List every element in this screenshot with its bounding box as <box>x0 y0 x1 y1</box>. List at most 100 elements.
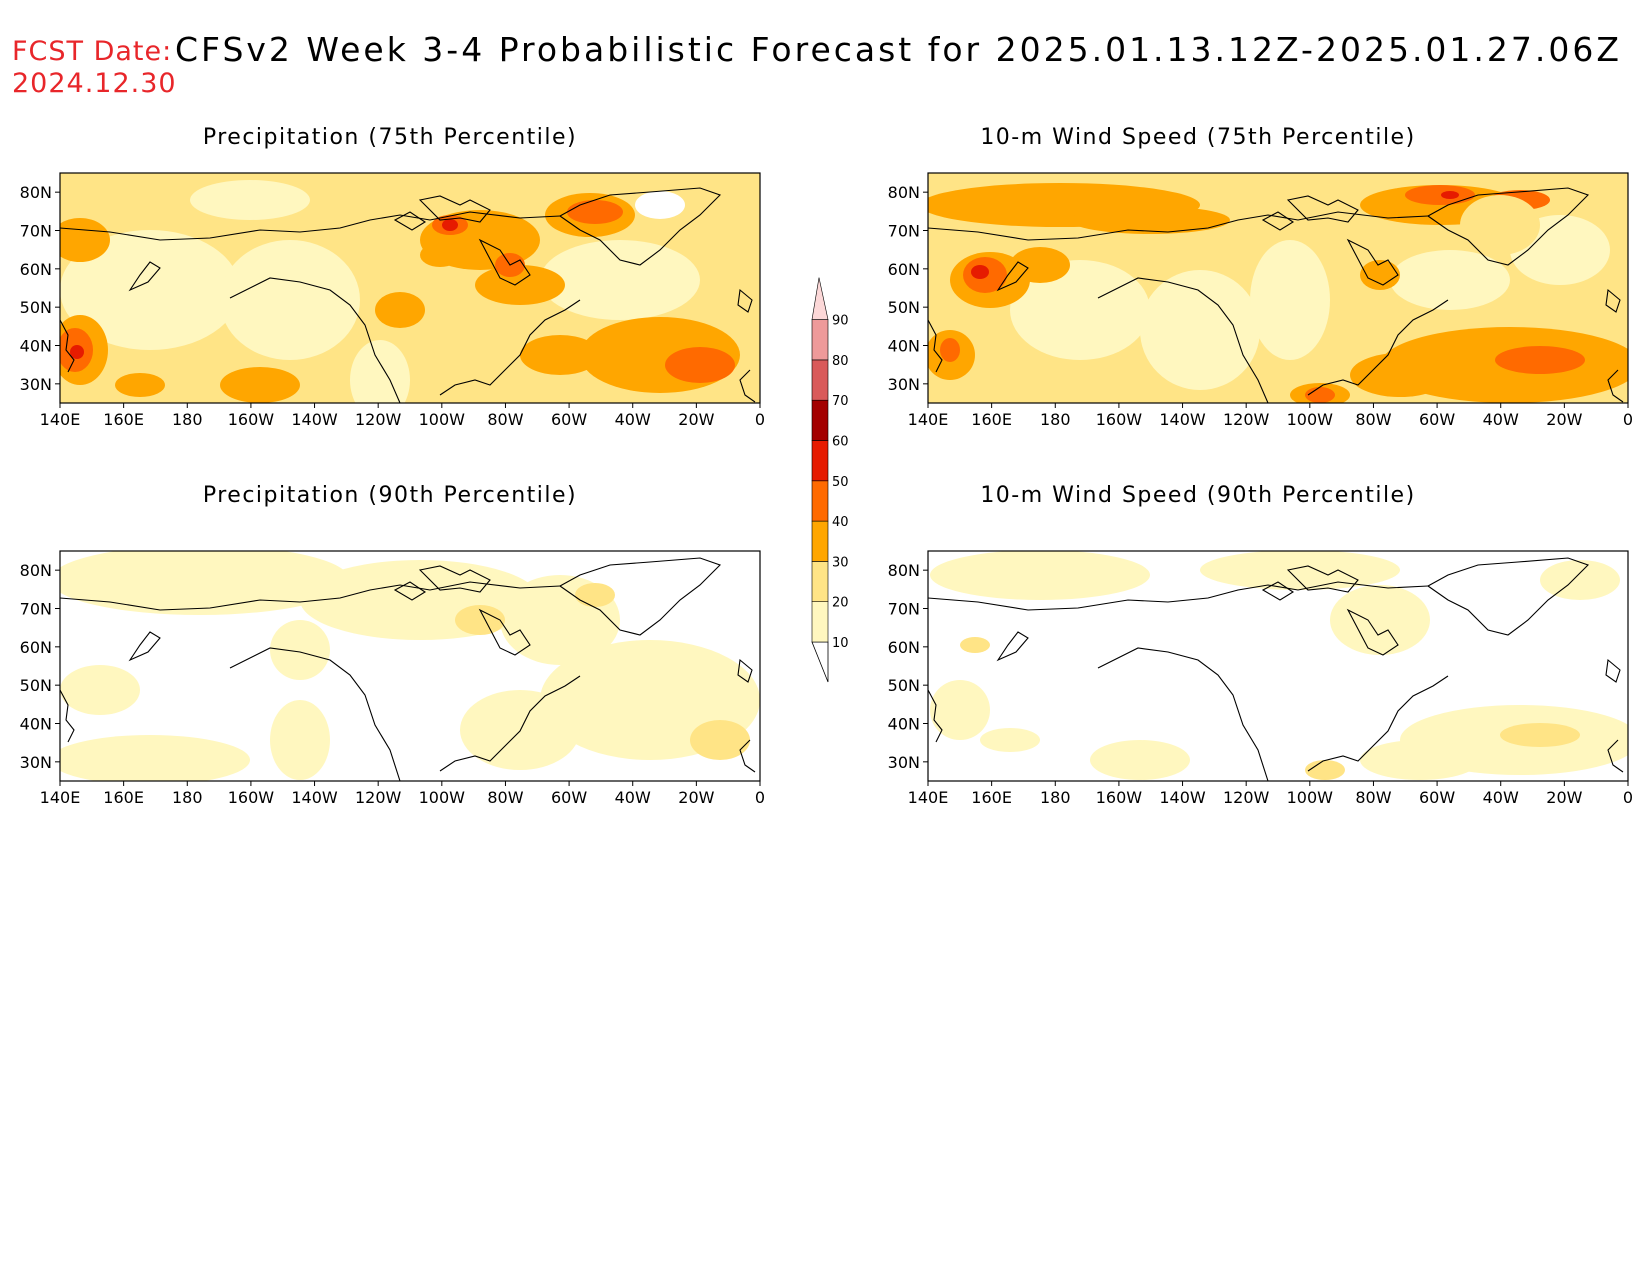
map-wind-75 <box>927 172 1629 404</box>
lat-tick-label: 60N <box>888 638 920 657</box>
lon-tick-label: 0 <box>755 788 765 807</box>
lon-tick-label: 120W <box>1223 410 1270 429</box>
lon-tick-label: 100W <box>1287 410 1334 429</box>
lat-tick-label: 80N <box>888 561 920 580</box>
lon-tick-label: 120W <box>355 410 402 429</box>
main-title: CFSv2 Week 3-4 Probabilistic Forecast fo… <box>175 30 1622 69</box>
lon-tick-label: 60W <box>551 410 587 429</box>
lon-tick-label: 0 <box>1623 410 1633 429</box>
lon-tick-label: 60W <box>551 788 587 807</box>
lat-tick-label: 80N <box>20 183 52 202</box>
lat-tick-label: 30N <box>20 375 52 394</box>
lon-tick-label: 160W <box>228 788 275 807</box>
lon-tick-label: 140E <box>40 788 81 807</box>
lon-tick-label: 80W <box>1355 788 1391 807</box>
lon-tick-label: 20W <box>678 788 714 807</box>
lat-tick-label: 50N <box>20 298 52 317</box>
lon-tick-label: 160E <box>971 410 1012 429</box>
colorbar-label: 40 <box>832 515 849 530</box>
colorbar-lower-extension <box>811 641 829 683</box>
fcst-date: 2024.12.30 <box>12 68 177 99</box>
map-wind-90 <box>927 550 1629 782</box>
lat-tick-label: 30N <box>888 753 920 772</box>
lon-tick-label: 80W <box>1355 410 1391 429</box>
lon-tick-label: 120W <box>1223 788 1270 807</box>
colorbar-label: 70 <box>832 394 849 409</box>
colorbar: 10 20 30 40 50 60 70 80 90 <box>811 277 849 683</box>
panel-title-wind-90: 10-m Wind Speed (90th Percentile) <box>980 483 1416 508</box>
lat-tick-label: 70N <box>888 600 920 619</box>
lon-tick-label: 120W <box>355 788 402 807</box>
lon-tick-label: 140W <box>1159 788 1206 807</box>
colorbar-swatch <box>811 440 829 482</box>
lat-tick-label: 60N <box>888 260 920 279</box>
lon-tick-label: 40W <box>1483 788 1519 807</box>
lon-tick-label: 140W <box>291 788 338 807</box>
lon-tick-label: 100W <box>1287 788 1334 807</box>
lon-tick-label: 100W <box>419 788 466 807</box>
fcst-label: FCST Date: <box>12 36 173 67</box>
lon-tick-label: 140W <box>1159 410 1206 429</box>
colorbar-label: 80 <box>832 354 849 369</box>
lon-tick-label: 80W <box>487 410 523 429</box>
map-precip-90 <box>59 550 761 782</box>
lat-tick-label: 50N <box>888 676 920 695</box>
panel-title-precip-75: Precipitation (75th Percentile) <box>202 125 578 150</box>
lat-tick-label: 40N <box>888 715 920 734</box>
lon-tick-label: 180 <box>172 410 203 429</box>
lon-tick-label: 180 <box>1040 788 1071 807</box>
colorbar-label: 90 <box>832 314 849 329</box>
colorbar-swatch <box>811 520 829 562</box>
colorbar-upper-extension <box>811 277 829 320</box>
lon-tick-label: 140E <box>40 410 81 429</box>
lat-tick-label: 40N <box>20 715 52 734</box>
lon-tick-label: 0 <box>755 410 765 429</box>
colorbar-swatch <box>811 319 829 361</box>
lon-tick-label: 20W <box>1546 410 1582 429</box>
panel-title-wind-75: 10-m Wind Speed (75th Percentile) <box>980 125 1416 150</box>
lon-tick-label: 100W <box>419 410 466 429</box>
lat-tick-label: 60N <box>20 260 52 279</box>
colorbar-label: 10 <box>832 636 849 651</box>
lat-tick-label: 80N <box>20 561 52 580</box>
lon-tick-label: 180 <box>172 788 203 807</box>
lon-tick-label: 160E <box>103 788 144 807</box>
lon-tick-label: 40W <box>1483 410 1519 429</box>
colorbar-swatch <box>811 359 829 401</box>
colorbar-swatch <box>811 601 829 643</box>
lon-tick-label: 140E <box>908 788 949 807</box>
colorbar-swatch <box>811 399 829 441</box>
lon-tick-label: 60W <box>1419 788 1455 807</box>
lat-tick-label: 80N <box>888 183 920 202</box>
lon-tick-label: 140W <box>291 410 338 429</box>
lat-tick-label: 40N <box>888 337 920 356</box>
lat-tick-label: 70N <box>20 222 52 241</box>
lon-tick-label: 160W <box>228 410 275 429</box>
lat-tick-label: 70N <box>888 222 920 241</box>
lon-tick-label: 180 <box>1040 410 1071 429</box>
lat-tick-label: 30N <box>20 753 52 772</box>
colorbar-label: 50 <box>832 475 849 490</box>
lon-tick-label: 40W <box>615 410 651 429</box>
lon-tick-label: 160E <box>971 788 1012 807</box>
lon-tick-label: 160W <box>1096 410 1143 429</box>
lat-tick-label: 50N <box>20 676 52 695</box>
lat-tick-label: 70N <box>20 600 52 619</box>
lon-tick-label: 80W <box>487 788 523 807</box>
lon-tick-label: 20W <box>678 410 714 429</box>
lon-tick-label: 140E <box>908 410 949 429</box>
lon-tick-label: 160W <box>1096 788 1143 807</box>
lat-tick-label: 40N <box>20 337 52 356</box>
lon-tick-label: 20W <box>1546 788 1582 807</box>
lat-tick-label: 60N <box>20 638 52 657</box>
map-precip-75 <box>59 172 761 404</box>
lat-tick-label: 30N <box>888 375 920 394</box>
colorbar-label: 30 <box>832 555 849 570</box>
lon-tick-label: 160E <box>103 410 144 429</box>
lon-tick-label: 0 <box>1623 788 1633 807</box>
colorbar-swatch <box>811 480 829 522</box>
lat-tick-label: 50N <box>888 298 920 317</box>
colorbar-swatch <box>811 561 829 603</box>
panel-title-precip-90: Precipitation (90th Percentile) <box>202 483 578 508</box>
